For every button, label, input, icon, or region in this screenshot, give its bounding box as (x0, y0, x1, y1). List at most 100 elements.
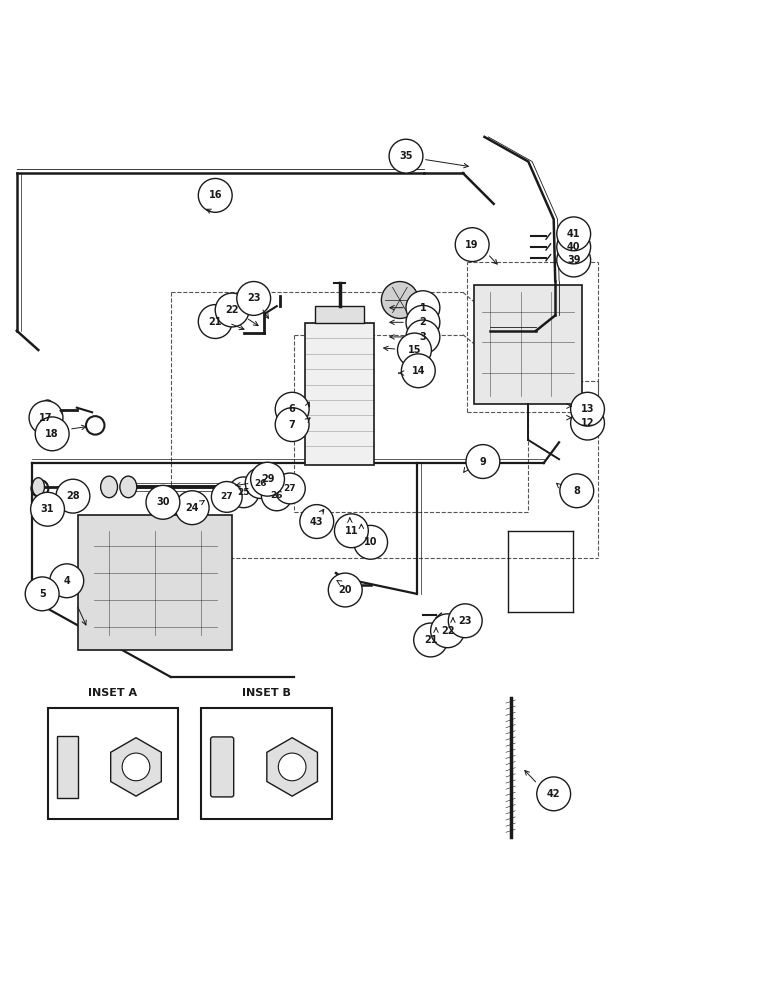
Circle shape (571, 392, 604, 426)
Circle shape (334, 514, 368, 548)
FancyBboxPatch shape (78, 515, 232, 650)
Circle shape (276, 408, 309, 442)
Polygon shape (110, 738, 161, 796)
Circle shape (215, 293, 249, 327)
Ellipse shape (41, 400, 55, 420)
Text: 13: 13 (581, 404, 594, 414)
Circle shape (560, 474, 594, 508)
Text: 25: 25 (238, 488, 250, 497)
Text: 10: 10 (364, 537, 378, 547)
FancyBboxPatch shape (315, 306, 364, 323)
Circle shape (431, 614, 465, 648)
Bar (201, 708, 332, 819)
Circle shape (25, 577, 59, 611)
Text: 19: 19 (466, 240, 479, 250)
Circle shape (36, 417, 69, 451)
Text: 15: 15 (408, 345, 422, 355)
Text: 6: 6 (289, 404, 296, 414)
Text: 26: 26 (254, 479, 267, 488)
Text: 43: 43 (310, 517, 323, 527)
Text: 26: 26 (270, 491, 283, 500)
Circle shape (146, 485, 180, 519)
Circle shape (229, 477, 259, 508)
Text: 2: 2 (419, 317, 426, 327)
Circle shape (389, 139, 423, 173)
Text: 27: 27 (221, 492, 233, 501)
Ellipse shape (456, 605, 470, 622)
Circle shape (406, 320, 440, 354)
Text: 42: 42 (547, 789, 560, 799)
Circle shape (557, 230, 591, 264)
Text: 20: 20 (338, 585, 352, 595)
Text: 30: 30 (156, 497, 170, 507)
Circle shape (328, 573, 362, 607)
Circle shape (354, 525, 388, 559)
Circle shape (175, 491, 209, 525)
Circle shape (449, 604, 482, 638)
Circle shape (455, 228, 489, 262)
Circle shape (557, 243, 591, 277)
Circle shape (251, 462, 284, 496)
Polygon shape (267, 738, 317, 796)
Text: 18: 18 (46, 429, 59, 439)
Text: 11: 11 (344, 526, 358, 536)
Text: 27: 27 (283, 484, 296, 493)
Ellipse shape (32, 478, 45, 496)
Text: 14: 14 (411, 366, 425, 376)
Text: 17: 17 (39, 413, 52, 423)
Circle shape (31, 492, 65, 526)
Text: 9: 9 (479, 457, 486, 467)
Circle shape (557, 217, 591, 251)
Text: 22: 22 (225, 305, 239, 315)
Circle shape (56, 479, 90, 513)
Text: 22: 22 (441, 626, 454, 636)
Text: 41: 41 (567, 229, 581, 239)
Circle shape (198, 305, 232, 338)
Text: 8: 8 (574, 486, 581, 496)
Circle shape (398, 333, 432, 367)
Text: 3: 3 (419, 332, 426, 342)
Text: 23: 23 (459, 616, 472, 626)
Text: INSET A: INSET A (88, 688, 137, 698)
Circle shape (406, 305, 440, 339)
Circle shape (381, 282, 418, 318)
Text: 7: 7 (289, 420, 296, 430)
Circle shape (571, 406, 604, 440)
Circle shape (406, 291, 440, 325)
Circle shape (466, 445, 499, 478)
Ellipse shape (120, 476, 137, 498)
Circle shape (237, 282, 271, 315)
Text: 23: 23 (247, 293, 260, 303)
Circle shape (276, 392, 309, 426)
Circle shape (29, 401, 63, 435)
Text: 35: 35 (399, 151, 413, 161)
Text: 1: 1 (419, 303, 426, 313)
Text: 31: 31 (41, 504, 54, 514)
Text: 39: 39 (567, 255, 581, 265)
Text: 29: 29 (261, 474, 274, 484)
Text: 40: 40 (567, 242, 581, 252)
Text: 24: 24 (185, 503, 199, 513)
Circle shape (279, 753, 306, 781)
Circle shape (537, 777, 571, 811)
Circle shape (414, 623, 448, 657)
Circle shape (50, 564, 83, 598)
Text: 12: 12 (581, 418, 594, 428)
FancyBboxPatch shape (475, 285, 582, 404)
Text: 21: 21 (208, 317, 222, 327)
FancyBboxPatch shape (211, 737, 234, 797)
Circle shape (198, 178, 232, 212)
Ellipse shape (100, 476, 117, 498)
FancyBboxPatch shape (57, 736, 78, 798)
FancyBboxPatch shape (305, 323, 374, 465)
Circle shape (122, 753, 150, 781)
Bar (48, 708, 178, 819)
Text: 4: 4 (63, 576, 70, 586)
Circle shape (401, 354, 435, 388)
Circle shape (245, 468, 276, 498)
Circle shape (262, 480, 292, 511)
Circle shape (300, 505, 334, 538)
Text: INSET B: INSET B (242, 688, 291, 698)
Circle shape (275, 473, 305, 504)
Text: 28: 28 (66, 491, 80, 501)
